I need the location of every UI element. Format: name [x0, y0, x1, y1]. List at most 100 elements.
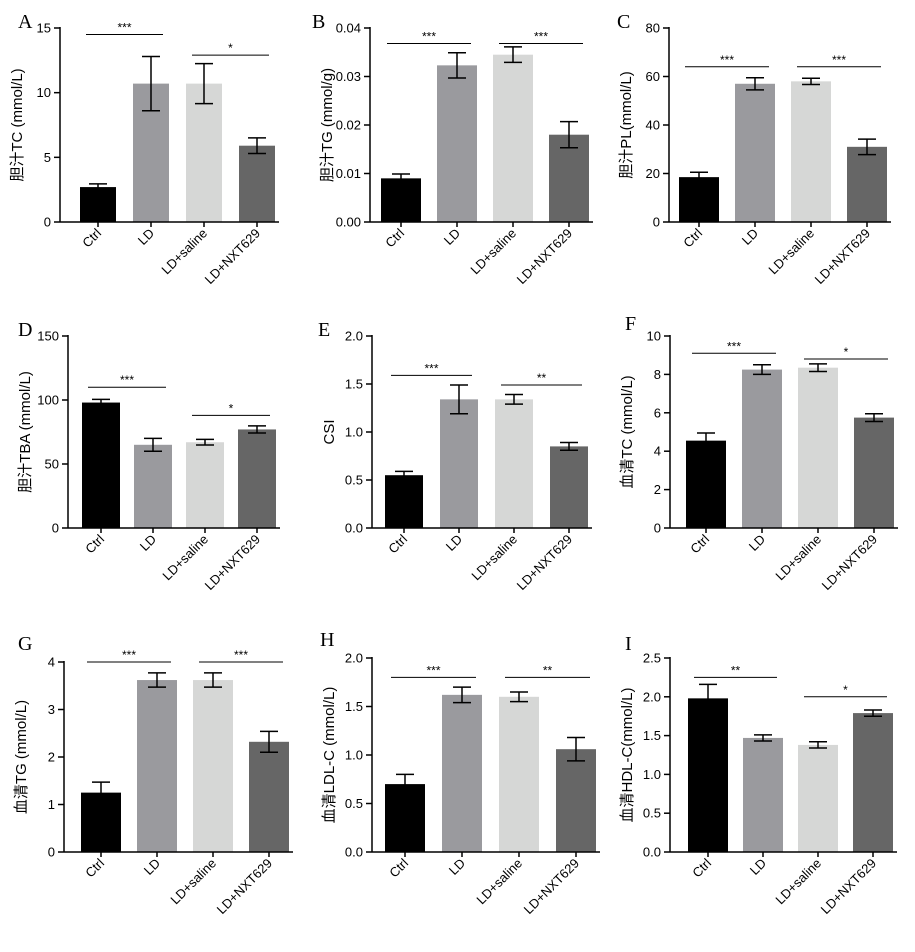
bar-ctrl [82, 402, 120, 528]
x-tick-label: LD [746, 532, 768, 554]
error-bar [753, 364, 771, 376]
x-tick-label: Ctrl [385, 531, 410, 556]
x-tick-label: LD+NXT629 [214, 856, 275, 917]
y-tick-label: 0.0 [345, 521, 363, 536]
x-tick-label: Ctrl [689, 855, 714, 880]
y-axis-label: 血清HDL-C(mmol/L) [619, 687, 636, 822]
x-tick-label: LD+NXT629 [202, 226, 263, 287]
bar-ld [743, 737, 783, 852]
y-tick-label: 0.0 [345, 845, 363, 860]
y-tick-label: 4 [48, 655, 55, 670]
bar-ld-saline [798, 744, 838, 852]
error-bar [248, 137, 266, 155]
error-bar [865, 413, 883, 423]
chart-panel-h: H 0.0 0.5 1.0 1.5 2.0 Ctrl LD LD+salineLD+NXT629… [320, 629, 600, 917]
x-tick-label: LD [441, 226, 463, 248]
bar-ld-saline [798, 367, 838, 528]
x-tick-label: LD [446, 856, 468, 878]
significance-label: *** [720, 53, 734, 67]
x-tick-label: Ctrl [680, 225, 705, 250]
y-tick-label: 40 [646, 118, 660, 133]
y-tick-label: 5 [44, 150, 51, 165]
significance-label: * [844, 345, 849, 359]
bar-ld [440, 399, 478, 528]
x-tick-label: LD+NXT629 [202, 532, 263, 593]
error-bar [802, 77, 820, 86]
significance-label: *** [534, 30, 548, 44]
bar-ld-nxt629 [239, 145, 275, 222]
x-tick-label: LD [747, 856, 769, 878]
y-tick-label: 1.0 [345, 748, 363, 763]
error-bar [699, 683, 717, 714]
y-tick-label: 0.04 [336, 21, 361, 36]
x-tick-label: LD+NXT629 [514, 532, 575, 593]
x-tick-label: LD+NXT629 [812, 226, 873, 287]
y-tick-label: 0.5 [345, 796, 363, 811]
significance-label: ** [543, 663, 553, 677]
y-tick-label: 1.0 [345, 425, 363, 440]
panel-letter: C [617, 11, 630, 33]
bar-ld-nxt629 [854, 417, 894, 528]
y-tick-label: 3 [48, 702, 55, 717]
bar-ld-nxt629 [847, 146, 887, 222]
bar-ld-saline [193, 680, 233, 852]
error-bar [144, 437, 162, 452]
x-tick-label: LD+saline [765, 226, 817, 278]
error-bar [754, 734, 772, 742]
significance-label: *** [832, 53, 846, 67]
error-bar [204, 672, 222, 688]
y-axis-label: CSI [321, 419, 338, 444]
error-bar [248, 425, 266, 434]
y-tick-label: 150 [37, 329, 59, 344]
y-tick-label: 2 [654, 482, 661, 497]
error-bar [448, 51, 466, 79]
error-bar [142, 55, 160, 112]
error-bar [450, 384, 468, 415]
bar-ld-nxt629 [550, 446, 588, 528]
y-axis-label: 血清LDL-C (mmol/L) [321, 687, 338, 824]
bar-ctrl [686, 440, 726, 528]
x-tick-label: Ctrl [386, 855, 411, 880]
x-tick-label: Ctrl [82, 531, 107, 556]
error-bar [510, 691, 528, 703]
y-tick-label: 0.01 [336, 166, 361, 181]
x-tick-label: LD+NXT629 [521, 856, 582, 917]
error-bar [560, 441, 578, 451]
y-tick-label: 0.00 [336, 215, 361, 230]
y-tick-label: 8 [654, 367, 661, 382]
significance-label: * [228, 41, 233, 55]
bar-ld-nxt629 [556, 749, 596, 852]
y-tick-label: 0.0 [643, 845, 661, 860]
error-bar [196, 438, 214, 446]
y-tick-label: 0 [654, 521, 661, 536]
bar-ld [134, 444, 172, 528]
y-tick-label: 0 [52, 521, 59, 536]
y-tick-label: 100 [37, 393, 59, 408]
significance-label: * [843, 683, 848, 697]
x-tick-label: Ctrl [687, 531, 712, 556]
error-bar [809, 741, 827, 749]
y-tick-label: 4 [654, 444, 661, 459]
y-axis-label: 胆汁PL(mmol/L) [618, 71, 635, 179]
x-tick-label: LD [135, 226, 157, 248]
bar-ld-saline [493, 54, 533, 222]
x-tick-label: LD [443, 532, 465, 554]
x-tick-label: LD [141, 856, 163, 878]
x-tick-label: LD [137, 532, 159, 554]
x-tick-label: LD+saline [158, 226, 210, 278]
y-tick-label: 0.02 [336, 118, 361, 133]
x-tick-label: Ctrl [82, 855, 107, 880]
x-tick-label: LD+NXT629 [819, 532, 880, 593]
chart-panel-b: B 0.00 0.01 0.02 0.03 0.04 Ctrl LD LD+salineLD+N… [312, 11, 593, 287]
y-tick-label: 0 [44, 215, 51, 230]
y-axis-label: 胆汁TBA (mmol/L) [17, 371, 34, 493]
bar-ld-nxt629 [249, 741, 289, 852]
significance-label: *** [422, 30, 436, 44]
error-bar [560, 120, 578, 149]
significance-label: *** [117, 20, 131, 34]
y-tick-label: 2.0 [345, 329, 363, 344]
bar-ctrl [688, 698, 728, 852]
significance-label: *** [234, 648, 248, 662]
